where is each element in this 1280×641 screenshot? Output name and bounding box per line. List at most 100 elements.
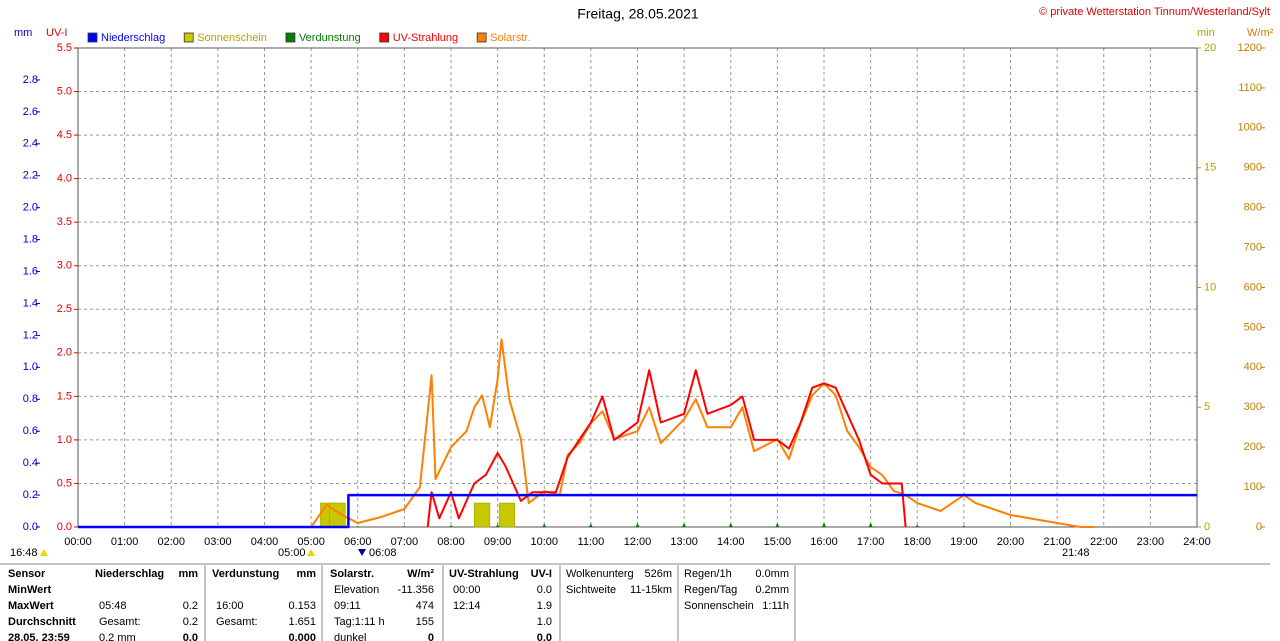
series-line <box>78 493 1197 529</box>
sun-icon <box>40 549 48 556</box>
y3-tick-label: 20 <box>1204 42 1216 54</box>
cell-value: 0.2mm <box>755 584 789 596</box>
x-tick-label: 14:00 <box>717 536 745 548</box>
y4-tick-label: 1000 <box>1238 122 1262 134</box>
y4-tick-label: 300 <box>1244 401 1262 413</box>
y4-tick-label: 1200 <box>1238 42 1262 54</box>
y-tick-label: 0.2 <box>23 489 38 501</box>
y2-tick-label: 4.5 <box>57 129 72 141</box>
y-tick-label: 1.0 <box>23 361 38 373</box>
panel-title: Niederschlag <box>95 568 164 580</box>
x-tick-label: 19:00 <box>950 536 978 548</box>
y4-tick-label: 600 <box>1244 281 1262 293</box>
panel-title: Solarstr. <box>330 568 374 580</box>
x-tick-label: 17:00 <box>857 536 885 548</box>
y-tick-label: 1.8 <box>23 234 38 246</box>
sun-mark: 16:48 <box>10 547 38 559</box>
y-tick-label: 2.4 <box>23 138 38 150</box>
legend-swatch <box>183 32 194 43</box>
x-tick-label: 23:00 <box>1137 536 1165 548</box>
sun-icon <box>307 549 315 556</box>
chart-title: Freitag, 28.05.2021 <box>577 6 699 22</box>
evaporation-spike <box>868 522 873 527</box>
legend-label: Solarstr. <box>490 32 530 44</box>
y4-axis-unit: W/m² <box>1247 27 1274 39</box>
x-tick-label: 06:00 <box>344 536 372 548</box>
evaporation-spike <box>1101 526 1106 527</box>
cell-label: Elevation <box>334 584 379 596</box>
x-tick-label: 24:00 <box>1183 536 1211 548</box>
cell-label: 05:48 <box>99 600 127 612</box>
panel-unit: mm <box>178 568 198 580</box>
legend-label: Niederschlag <box>101 32 165 44</box>
y-axis-unit: mm <box>14 27 32 39</box>
y-tick-label: 0.0 <box>23 521 38 533</box>
legend-label: Verdunstung <box>299 32 361 44</box>
panel-unit: UV-I <box>531 568 552 580</box>
evaporation-spike <box>961 525 966 527</box>
x-tick-label: 16:00 <box>810 536 838 548</box>
y2-tick-label: 4.0 <box>57 173 72 185</box>
x-tick-label: 20:00 <box>997 536 1025 548</box>
evaporation-spike <box>402 525 407 527</box>
evaporation-spike <box>682 522 687 527</box>
panel-unit: W/m² <box>407 568 434 580</box>
cell-label: Tag:1:11 h <box>334 616 385 628</box>
legend-swatch <box>476 32 487 43</box>
y2-tick-label: 1.5 <box>57 390 72 402</box>
cell-value: 0.2 <box>183 616 198 628</box>
y-tick-label: 2.2 <box>23 170 38 182</box>
evaporation-spike <box>355 526 360 527</box>
y-tick-label: 2.0 <box>23 202 38 214</box>
y3-tick-label: 15 <box>1204 162 1216 174</box>
x-tick-label: 11:00 <box>578 536 605 548</box>
sunshine-bar <box>498 502 516 528</box>
evaporation-spike <box>822 522 826 527</box>
y4-tick-label: 100 <box>1244 481 1262 493</box>
legend-swatch <box>285 32 296 43</box>
evaporation-spike <box>775 522 780 527</box>
x-tick-label: 02:00 <box>157 536 185 548</box>
y-tick-label: 2.6 <box>23 106 38 118</box>
x-tick-label: 13:00 <box>670 536 698 548</box>
evaporation-spike <box>728 522 733 527</box>
y3-tick-label: 10 <box>1204 281 1216 293</box>
y-tick-label: 1.6 <box>23 265 38 277</box>
sunshine-bar <box>474 502 491 528</box>
y2-tick-label: 1.0 <box>57 434 72 446</box>
cell-label: Gesamt: <box>216 616 258 628</box>
cell-value: 0.0 <box>183 632 198 641</box>
y2-tick-label: 5.5 <box>57 42 72 54</box>
cell-value: 0.0 <box>537 584 552 596</box>
x-tick-label: 03:00 <box>204 536 232 548</box>
y-tick-label: 1.4 <box>23 297 38 309</box>
y2-tick-label: 3.5 <box>57 216 72 228</box>
panel-title: Verdunstung <box>212 568 279 580</box>
sun-mark: 05:00 <box>278 547 306 559</box>
x-tick-label: 07:00 <box>391 536 419 548</box>
evaporation-spike <box>542 523 547 527</box>
y2-tick-label: 2.0 <box>57 347 72 359</box>
cell-value: 474 <box>416 600 434 612</box>
y2-axis-unit: UV-I <box>46 27 67 39</box>
cell-label: Gesamt: <box>99 616 141 628</box>
cell-label: Wolkenunterg <box>566 568 634 580</box>
y4-tick-label: 1100 <box>1238 82 1262 94</box>
series-line <box>310 338 1095 528</box>
cell-value: -11.356 <box>398 584 435 596</box>
x-tick-label: 08:00 <box>437 536 465 548</box>
cell-label: 09:11 <box>334 600 361 612</box>
evaporation-spike <box>635 522 640 527</box>
x-tick-label: 12:00 <box>624 536 652 548</box>
y2-tick-label: 0.5 <box>57 477 72 489</box>
cell-value: 0 <box>428 632 434 641</box>
cell-value: 1.651 <box>288 616 316 628</box>
y4-tick-label: 400 <box>1244 361 1262 373</box>
panel-title: UV-Strahlung <box>449 568 519 580</box>
cell-value: 11-15km <box>630 584 672 596</box>
x-tick-label: 01:00 <box>111 536 139 548</box>
evaporation-spike <box>449 525 453 527</box>
y4-tick-label: 0 <box>1256 521 1262 533</box>
y-tick-label: 1.2 <box>23 329 38 341</box>
